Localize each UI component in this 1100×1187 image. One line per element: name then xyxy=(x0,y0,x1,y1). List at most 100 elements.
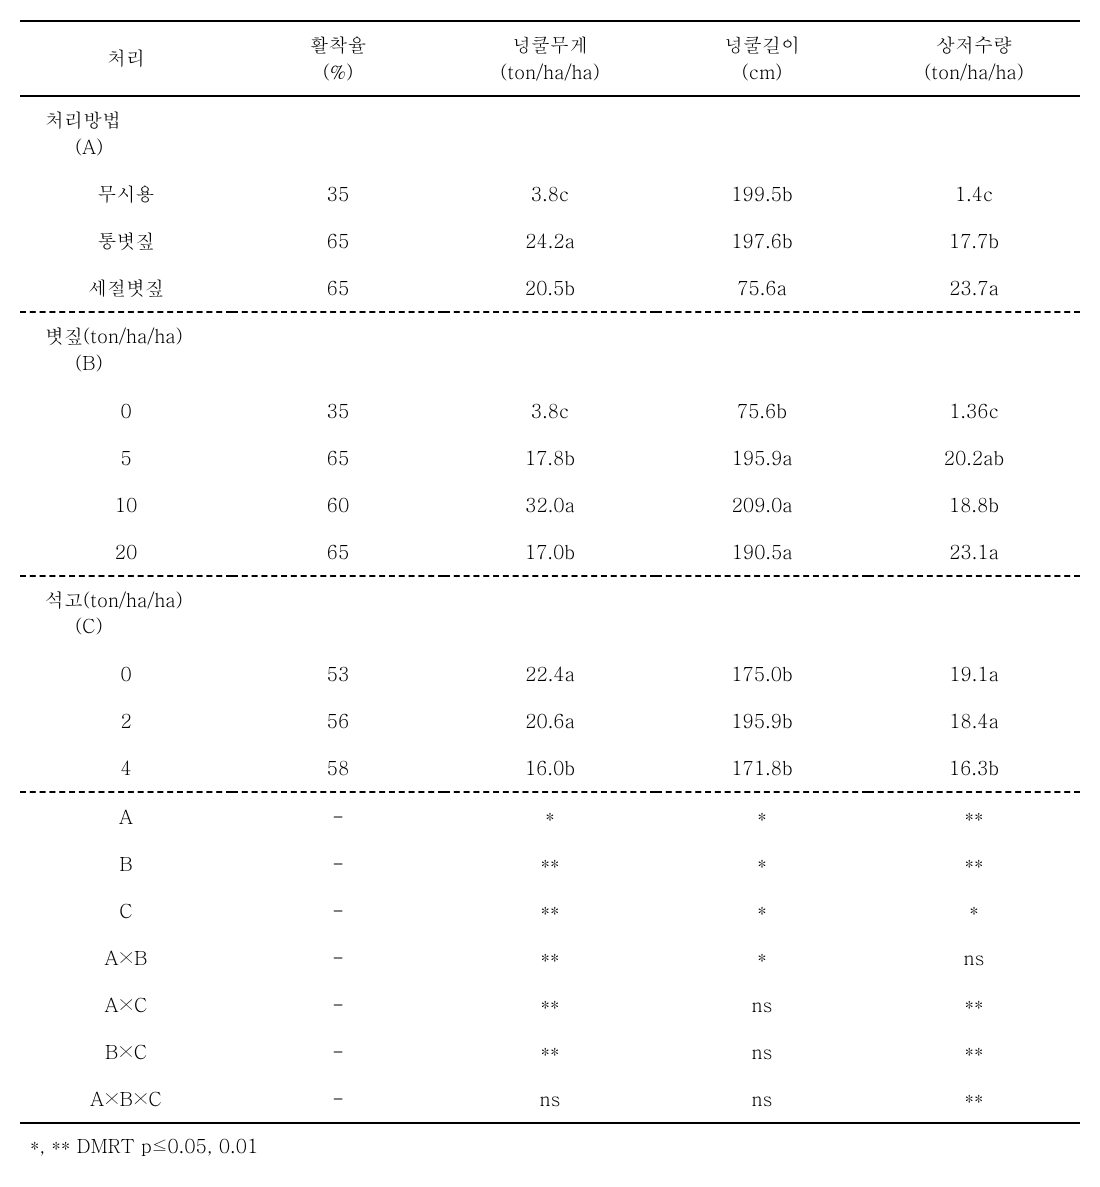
statistics-table-container: 처리 활착율 (%) 넝쿨무게 (ton/ha/ha) 넝쿨길이 (cm) 상저… xyxy=(20,20,1080,1167)
section-header-row: 석고(ton/ha/ha)(C) xyxy=(20,576,1080,650)
column-header-vine-weight: 넝쿨무게 (ton/ha/ha) xyxy=(444,21,656,96)
section-sub-label: (C) xyxy=(45,613,224,640)
significance-label: B xyxy=(20,840,232,887)
section-header-row: 볏짚(ton/ha/ha)(B) xyxy=(20,312,1080,386)
significance-cell: ns xyxy=(444,1075,656,1123)
significance-cell: * xyxy=(656,934,868,981)
table-row: 106032.0a209.0a18.8b xyxy=(20,481,1080,528)
column-header-treatment: 처리 xyxy=(20,21,232,96)
significance-label: A xyxy=(20,792,232,840)
significance-cell: - xyxy=(232,1075,444,1123)
data-cell: 197.6b xyxy=(656,217,868,264)
table-row: 56517.8b195.9a20.2ab xyxy=(20,434,1080,481)
data-cell: 19.1a xyxy=(868,650,1080,697)
significance-row: A×B×C-nsns** xyxy=(20,1075,1080,1123)
table-row: 05322.4a175.0b19.1a xyxy=(20,650,1080,697)
header-unit: (%) xyxy=(240,59,436,86)
data-cell: 53 xyxy=(232,650,444,697)
section-sub-label: (A) xyxy=(45,134,224,161)
data-cell: 65 xyxy=(232,528,444,576)
row-label: 10 xyxy=(20,481,232,528)
data-cell: 20.2ab xyxy=(868,434,1080,481)
data-cell: 17.7b xyxy=(868,217,1080,264)
table-row: 45816.0b171.8b16.3b xyxy=(20,744,1080,792)
significance-cell: ** xyxy=(868,792,1080,840)
data-cell: 56 xyxy=(232,697,444,744)
table-row: 세절볏짚6520.5b75.6a23.7a xyxy=(20,264,1080,312)
data-cell: 195.9b xyxy=(656,697,868,744)
data-cell: 60 xyxy=(232,481,444,528)
empty-cell xyxy=(444,96,656,170)
data-cell: 18.8b xyxy=(868,481,1080,528)
significance-cell: ns xyxy=(656,1028,868,1075)
data-cell: 199.5b xyxy=(656,170,868,217)
data-cell: 75.6a xyxy=(656,264,868,312)
data-cell: 17.0b xyxy=(444,528,656,576)
section-header-row: 처리방법(A) xyxy=(20,96,1080,170)
significance-cell: - xyxy=(232,981,444,1028)
table-footnote: *, ** DMRT p≤0.05, 0.01 xyxy=(20,1124,1080,1167)
data-cell: 65 xyxy=(232,434,444,481)
data-cell: 3.8c xyxy=(444,170,656,217)
significance-row: B×C-**ns** xyxy=(20,1028,1080,1075)
section-title: 처리방법 xyxy=(45,106,121,133)
empty-cell xyxy=(444,312,656,386)
data-cell: 75.6b xyxy=(656,387,868,434)
significance-label: A×C xyxy=(20,981,232,1028)
data-cell: 175.0b xyxy=(656,650,868,697)
empty-cell xyxy=(232,96,444,170)
significance-label: C xyxy=(20,887,232,934)
significance-cell: - xyxy=(232,792,444,840)
table-body: 처리방법(A)무시용353.8c199.5b1.4c통볏짚6524.2a197.… xyxy=(20,96,1080,1123)
data-cell: 17.8b xyxy=(444,434,656,481)
significance-row: A×B-***ns xyxy=(20,934,1080,981)
data-cell: 22.4a xyxy=(444,650,656,697)
row-label: 5 xyxy=(20,434,232,481)
row-label: 0 xyxy=(20,650,232,697)
empty-cell xyxy=(868,576,1080,650)
data-cell: 20.5b xyxy=(444,264,656,312)
table-row: 25620.6a195.9b18.4a xyxy=(20,697,1080,744)
significance-cell: - xyxy=(232,1028,444,1075)
significance-cell: ** xyxy=(868,840,1080,887)
significance-row: B-***** xyxy=(20,840,1080,887)
data-cell: 16.0b xyxy=(444,744,656,792)
row-label: 20 xyxy=(20,528,232,576)
significance-label: A×B xyxy=(20,934,232,981)
header-label: 처리 xyxy=(107,44,145,71)
data-cell: 24.2a xyxy=(444,217,656,264)
significance-cell: * xyxy=(656,887,868,934)
table-header-row: 처리 활착율 (%) 넝쿨무게 (ton/ha/ha) 넝쿨길이 (cm) 상저… xyxy=(20,21,1080,96)
table-row: 무시용353.8c199.5b1.4c xyxy=(20,170,1080,217)
significance-row: C-**** xyxy=(20,887,1080,934)
data-cell: 23.7a xyxy=(868,264,1080,312)
significance-cell: * xyxy=(444,792,656,840)
section-title: 석고(ton/ha/ha) xyxy=(45,586,183,613)
significance-cell: ns xyxy=(868,934,1080,981)
data-cell: 190.5a xyxy=(656,528,868,576)
data-cell: 18.4a xyxy=(868,697,1080,744)
significance-row: A-**** xyxy=(20,792,1080,840)
data-cell: 1.36c xyxy=(868,387,1080,434)
data-cell: 65 xyxy=(232,217,444,264)
data-cell: 209.0a xyxy=(656,481,868,528)
significance-cell: ** xyxy=(868,1075,1080,1123)
section-title-cell: 볏짚(ton/ha/ha)(B) xyxy=(20,312,232,386)
data-cell: 3.8c xyxy=(444,387,656,434)
data-cell: 32.0a xyxy=(444,481,656,528)
significance-cell: - xyxy=(232,934,444,981)
significance-cell: ** xyxy=(444,1028,656,1075)
empty-cell xyxy=(656,576,868,650)
header-unit: (cm) xyxy=(664,59,860,86)
row-label: 통볏짚 xyxy=(20,217,232,264)
table-row: 0353.8c75.6b1.36c xyxy=(20,387,1080,434)
significance-label: B×C xyxy=(20,1028,232,1075)
section-title: 볏짚(ton/ha/ha) xyxy=(45,322,183,349)
section-sub-label: (B) xyxy=(45,350,224,377)
header-label: 넝쿨무게 xyxy=(512,31,588,58)
data-cell: 1.4c xyxy=(868,170,1080,217)
header-label: 활착율 xyxy=(310,31,367,58)
empty-cell xyxy=(868,96,1080,170)
empty-cell xyxy=(444,576,656,650)
section-title-cell: 석고(ton/ha/ha)(C) xyxy=(20,576,232,650)
